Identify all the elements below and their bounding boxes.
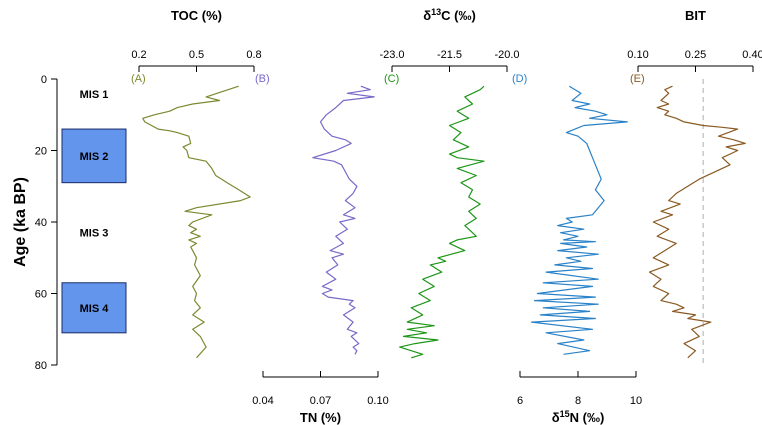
x-tick-label: 0.5 <box>189 49 204 61</box>
y-tick-label: 60 <box>35 289 47 301</box>
panel-letter: (D) <box>512 73 527 85</box>
panel-letter: (B) <box>255 73 270 85</box>
x-tick-label: 6 <box>517 395 523 407</box>
x-tick-label: 0.40 <box>742 49 762 61</box>
x-tick-label: 0.8 <box>246 49 261 61</box>
mis-label: MIS 1 <box>80 89 109 101</box>
y-tick-label: 20 <box>35 146 47 158</box>
mis-box <box>61 128 127 184</box>
panel-b: 0.04 0.07 0.10 TN (%) (B) <box>252 73 388 425</box>
series-line <box>399 85 485 359</box>
mis-label: MIS 3 <box>80 228 109 240</box>
x-tick-label: 0.25 <box>685 49 706 61</box>
y-tick-label: 0 <box>41 74 47 86</box>
x-tick-label: 0.2 <box>131 49 146 61</box>
x-tick-label: 0.04 <box>252 395 273 407</box>
x-tick-label: 10 <box>630 395 642 407</box>
mis-stages: MIS 1 MIS 2 MIS 3 MIS 4 <box>61 89 127 334</box>
x-tick-label: -20.0 <box>494 49 519 61</box>
age-axis: 0 20 40 60 80 Age (ka BP) <box>12 74 58 372</box>
series-line <box>530 85 628 355</box>
panel-letter: (E) <box>630 73 645 85</box>
proxy-panels: 0.2 0.5 0.8 TOC (%) (A) 0.04 0.07 0.10 TN (%) (B)… <box>131 7 762 425</box>
x-tick-label: 0.10 <box>367 395 388 407</box>
mis-label: MIS 2 <box>80 151 109 163</box>
panel-title: TN (%) <box>300 410 341 425</box>
x-tick-label: -21.5 <box>437 49 462 61</box>
panel-title: TOC (%) <box>171 8 222 23</box>
panel-title: δ15N (‰) <box>552 409 605 425</box>
mis-box <box>61 282 127 334</box>
y-tick-label: 40 <box>35 217 47 229</box>
panel-letter: (A) <box>131 73 146 85</box>
mis-label: MIS 4 <box>80 303 110 315</box>
panel-c: -23.0 -21.5 -20.0 δ13C (‰) (C) <box>379 7 520 359</box>
panel-title: BIT <box>685 8 706 23</box>
panel-d: 6 8 10 δ15N (‰) (D) <box>512 73 642 425</box>
x-tick-label: 0.07 <box>310 395 331 407</box>
panel-letter: (C) <box>384 73 399 85</box>
x-tick-label: 0.10 <box>627 49 648 61</box>
panel-e: 0.10 0.25 0.40 BIT (E) <box>627 8 762 365</box>
x-tick-label: -23.0 <box>379 49 404 61</box>
panel-title: δ13C (‰) <box>423 7 476 23</box>
y-axis-title: Age (ka BP) <box>12 177 29 267</box>
series-line <box>648 85 746 359</box>
series-line <box>312 85 375 355</box>
panel-a: 0.2 0.5 0.8 TOC (%) (A) <box>131 8 262 359</box>
x-tick-label: 8 <box>575 395 581 407</box>
series-line <box>142 85 251 359</box>
y-tick-label: 80 <box>35 360 47 372</box>
